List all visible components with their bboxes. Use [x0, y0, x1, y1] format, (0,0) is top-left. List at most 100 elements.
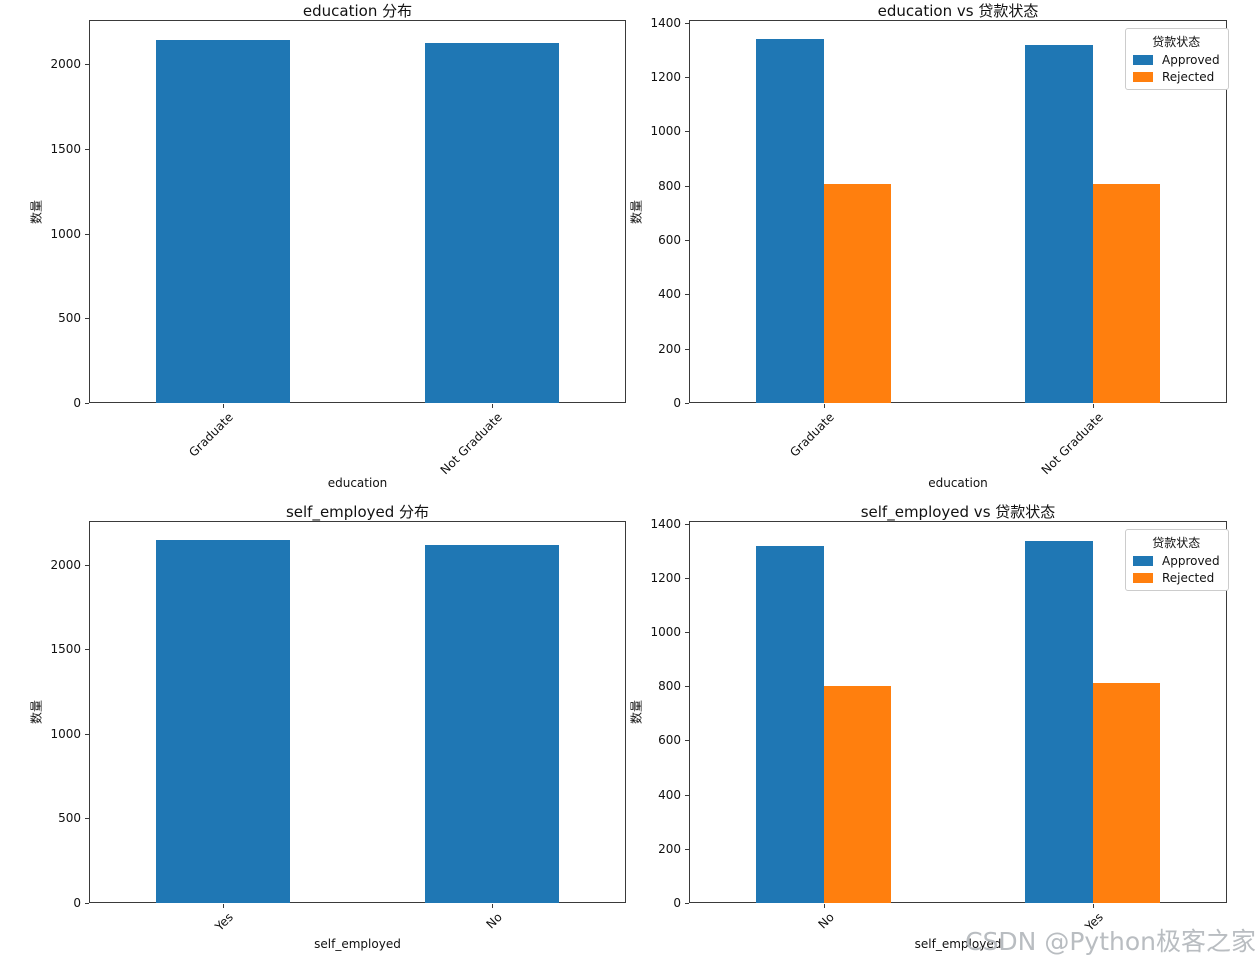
y-tick-label: 0 — [673, 896, 681, 910]
y-tick-mark — [685, 740, 689, 742]
y-tick-mark — [85, 733, 89, 735]
axes-frame — [89, 521, 626, 903]
x-tick-label: No — [483, 910, 505, 932]
y-tick-mark — [85, 564, 89, 566]
x-tick-mark — [491, 904, 493, 908]
y-tick-label: 400 — [658, 287, 681, 302]
x-tick-mark — [823, 404, 825, 408]
y-tick-mark — [685, 294, 689, 296]
bar-not-graduate-approved — [1025, 45, 1093, 403]
x-axis-label: education — [327, 476, 388, 490]
y-tick-mark — [685, 22, 689, 24]
bar-no-approved — [756, 545, 824, 903]
bar-yes — [156, 539, 291, 903]
y-tick-label: 600 — [658, 733, 681, 748]
y-tick-label: 800 — [658, 679, 681, 694]
chart-title: self_employed vs 贷款状态 — [860, 503, 1056, 521]
y-tick-label: 1400 — [650, 516, 681, 531]
x-axis-label: self_employed — [314, 937, 401, 951]
y-tick-label: 0 — [73, 896, 81, 910]
y-tick-label: 500 — [58, 311, 81, 326]
y-tick-label: 1400 — [650, 15, 681, 30]
y-tick-label: 0 — [73, 396, 81, 410]
y-tick-mark — [685, 632, 689, 634]
y-tick-label: 1000 — [50, 226, 81, 241]
y-tick-label: 2000 — [50, 557, 81, 572]
y-axis-label: 数量 — [29, 199, 44, 224]
chart-title: education vs 贷款状态 — [877, 2, 1039, 20]
y-axis-label: 数量 — [29, 699, 44, 725]
y-tick-mark — [85, 403, 89, 404]
y-tick-mark — [685, 131, 689, 133]
y-axis-label: 数量 — [629, 199, 644, 224]
y-tick-mark — [85, 148, 89, 150]
x-tick-label: Graduate — [186, 410, 237, 460]
legend-item-label: Rejected — [1162, 571, 1215, 585]
x-tick-mark — [223, 904, 225, 908]
x-tick-mark — [823, 904, 825, 908]
y-tick-mark — [685, 794, 689, 796]
x-axis-label: education — [928, 476, 988, 490]
bar-graduate-approved — [756, 39, 824, 403]
x-tick-label: Yes — [212, 910, 237, 934]
x-tick-mark — [491, 404, 493, 408]
y-tick-mark — [685, 523, 689, 525]
y-tick-mark — [685, 185, 689, 187]
legend-item-rejected: Rejected — [1133, 571, 1220, 585]
bar-not-graduate — [424, 42, 559, 403]
x-tick-label: No — [814, 910, 837, 932]
y-tick-mark — [685, 577, 689, 579]
legend-item-approved: Approved — [1133, 53, 1220, 67]
y-tick-label: 800 — [658, 178, 681, 193]
x-tick-mark — [1092, 404, 1094, 408]
bar-graduate-rejected — [823, 184, 891, 403]
y-tick-label: 1000 — [650, 124, 681, 139]
y-tick-mark — [85, 818, 89, 820]
y-tick-mark — [685, 848, 689, 850]
y-tick-label: 0 — [673, 396, 681, 410]
y-tick-mark — [85, 649, 89, 651]
bar-not-graduate-rejected — [1092, 183, 1160, 403]
y-tick-mark — [85, 903, 89, 904]
y-tick-label: 400 — [658, 787, 681, 802]
csdn-watermark: CSDN @Python极客之家 — [965, 927, 1256, 956]
legend-box: 贷款状态 Approved Rejected — [1125, 529, 1229, 591]
legend-box: 贷款状态 Approved Rejected — [1125, 28, 1229, 90]
y-tick-mark — [685, 903, 689, 904]
axes-frame — [689, 521, 1227, 903]
legend-item-label: Rejected — [1162, 70, 1215, 84]
x-tick-mark — [1092, 904, 1094, 908]
y-tick-mark — [685, 240, 689, 242]
y-tick-label: 500 — [58, 811, 81, 826]
y-tick-label: 600 — [658, 233, 681, 248]
x-tick-label: Not Graduate — [1038, 410, 1106, 478]
y-tick-label: 1000 — [650, 625, 681, 640]
y-tick-label: 200 — [658, 341, 681, 356]
chart-title: education 分布 — [302, 2, 413, 20]
y-axis-label: 数量 — [629, 699, 644, 725]
legend-item-label: Approved — [1162, 53, 1220, 67]
bar-graduate — [156, 39, 291, 403]
y-tick-mark — [685, 686, 689, 688]
y-tick-label: 1000 — [50, 726, 81, 741]
bar-no — [424, 544, 559, 903]
y-tick-mark — [85, 318, 89, 320]
legend-item-rejected: Rejected — [1133, 70, 1220, 84]
legend-item-label: Approved — [1162, 554, 1220, 568]
legend-item-approved: Approved — [1133, 554, 1220, 568]
x-tick-label: Graduate — [786, 410, 837, 460]
y-tick-mark — [85, 233, 89, 235]
chart-title: self_employed 分布 — [285, 503, 430, 521]
rejected-color-swatch — [1133, 72, 1153, 82]
axes-frame — [689, 20, 1227, 403]
legend-title: 贷款状态 — [1152, 35, 1201, 49]
y-tick-label: 200 — [658, 841, 681, 856]
y-tick-mark — [685, 348, 689, 350]
bar-yes-approved — [1025, 540, 1093, 903]
approved-color-swatch — [1133, 55, 1153, 65]
